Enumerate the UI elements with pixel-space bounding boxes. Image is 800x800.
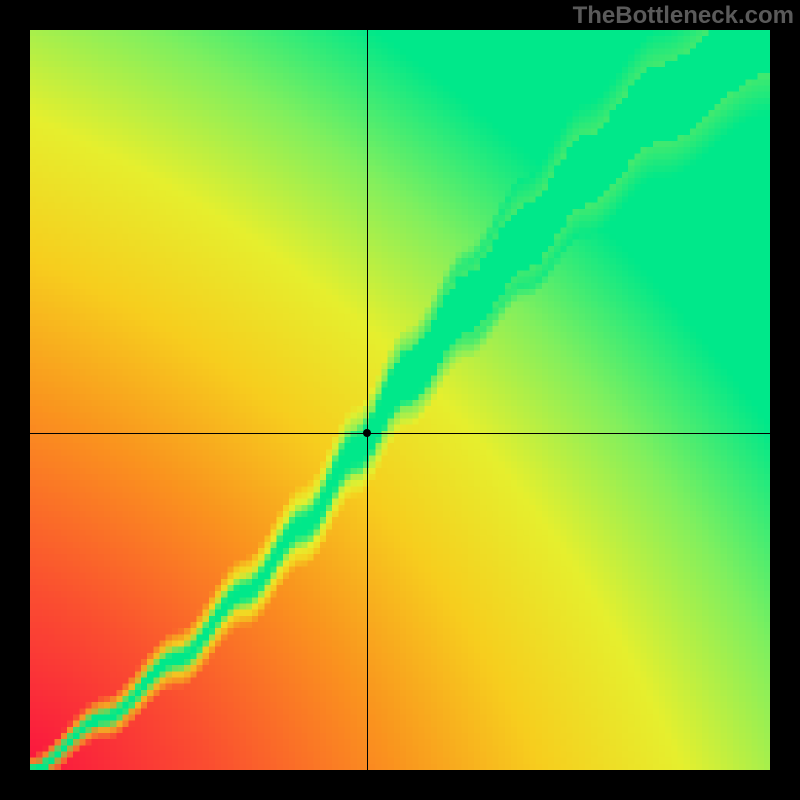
heatmap-canvas (30, 30, 770, 770)
chart-frame: TheBottleneck.com (0, 0, 800, 800)
watermark-text: TheBottleneck.com (573, 2, 794, 30)
heatmap-plot-area (30, 30, 770, 770)
